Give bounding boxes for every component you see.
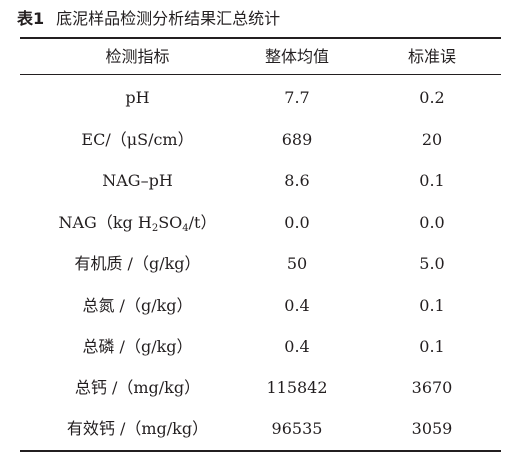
header-mean: 整体均值 [264, 47, 329, 66]
table-row: 有机质 /（g/kg） 50 5.0 [20, 244, 501, 284]
subscript: 4 [182, 223, 189, 234]
mean-cell: 96535 [271, 419, 323, 438]
indicator-text: SO [158, 213, 183, 232]
se-cell: 0.0 [419, 213, 445, 232]
indicator-text: /t） [188, 213, 217, 232]
se-cell: 3059 [411, 419, 453, 438]
se-cell: 0.1 [419, 171, 445, 190]
table-row: pH 7.7 0.2 [20, 78, 501, 118]
table-row: 总磷 /（g/kg） 0.4 0.1 [20, 327, 501, 367]
indicator-cell: NAG–pH [102, 171, 173, 190]
header-se: 标准误 [407, 47, 456, 66]
bottom-rule [20, 450, 501, 452]
indicator-cell: 总氮 /（g/kg） [82, 296, 193, 315]
se-cell: 5.0 [419, 254, 445, 273]
mean-cell: 7.7 [284, 88, 310, 107]
indicator-cell: NAG（kg H2SO4/t） [20, 203, 255, 243]
table-row: 总钙 /（mg/kg） 115842 3670 [20, 368, 501, 408]
table-caption: 表1 底泥样品检测分析结果汇总统计 [17, 6, 280, 32]
mean-cell: 0.4 [284, 296, 310, 315]
table-row: NAG–pH 8.6 0.1 [20, 161, 501, 201]
header-rule [20, 74, 501, 75]
mean-cell: 0.4 [284, 337, 310, 356]
mean-cell: 115842 [266, 378, 328, 397]
table-number: 表1 [17, 9, 45, 28]
table-row: 总氮 /（g/kg） 0.4 0.1 [20, 286, 501, 326]
mean-cell: 0.0 [284, 213, 310, 232]
indicator-cell: 总钙 /（mg/kg） [74, 378, 201, 397]
indicator-text: NAG（kg H [58, 213, 152, 232]
table-row: EC/（μS/cm） 689 20 [20, 120, 501, 160]
subscript: 2 [151, 223, 159, 234]
se-cell: 3670 [411, 378, 453, 397]
indicator-cell: pH [125, 88, 150, 107]
header-indicator: 检测指标 [105, 47, 170, 66]
mean-cell: 8.6 [284, 171, 310, 190]
table-row: NAG（kg H2SO4/t） 0.0 0.0 [20, 203, 501, 243]
indicator-cell: EC/（μS/cm） [81, 130, 194, 149]
se-cell: 20 [421, 130, 443, 149]
indicator-cell: 总磷 /（g/kg） [82, 337, 193, 356]
table-header-row: 检测指标 整体均值 标准误 [20, 37, 501, 77]
se-cell: 0.1 [419, 337, 445, 356]
top-rule [20, 37, 501, 39]
se-cell: 0.2 [419, 88, 445, 107]
mean-cell: 50 [286, 254, 308, 273]
table-title: 底泥样品检测分析结果汇总统计 [56, 9, 281, 28]
table-row: 有效钙 /（mg/kg） 96535 3059 [20, 409, 501, 449]
mean-cell: 689 [281, 130, 313, 149]
indicator-cell: 有机质 /（g/kg） [74, 254, 201, 273]
se-cell: 0.1 [419, 296, 445, 315]
indicator-cell: 有效钙 /（mg/kg） [66, 419, 209, 438]
